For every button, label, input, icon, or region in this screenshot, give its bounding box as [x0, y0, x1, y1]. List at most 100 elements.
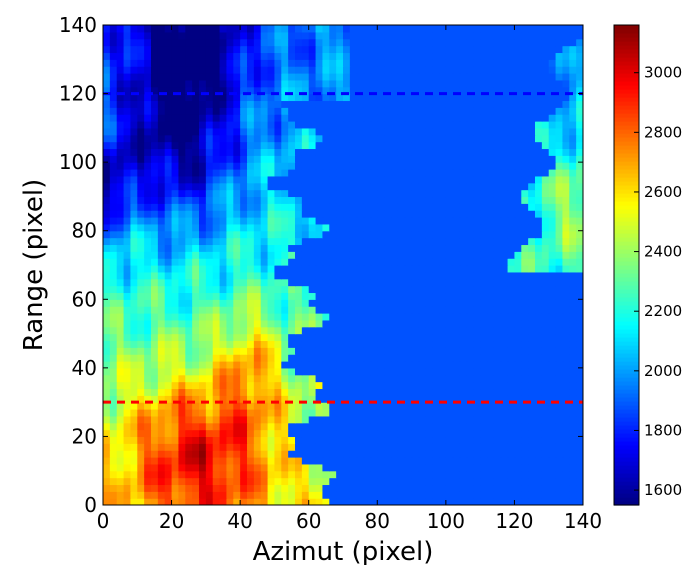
- heatmap-cell: [137, 354, 145, 362]
- heatmap-cell: [480, 237, 488, 246]
- heatmap-cell: [178, 409, 186, 417]
- heatmap-cell: [384, 319, 392, 328]
- heatmap-cell: [473, 326, 481, 335]
- heatmap-cell: [356, 86, 365, 95]
- heatmap-cell: [123, 299, 132, 307]
- heatmap-cell: [418, 402, 426, 410]
- heatmap-cell: [130, 175, 138, 184]
- heatmap-cell: [240, 292, 248, 300]
- heatmap-cell: [185, 107, 193, 115]
- heatmap-cell: [130, 31, 138, 40]
- heatmap-cell: [507, 388, 516, 396]
- heatmap-cell: [343, 196, 351, 204]
- heatmap-cell: [295, 230, 303, 239]
- heatmap-cell: [322, 450, 330, 458]
- heatmap-cell: [548, 31, 557, 40]
- heatmap-cell: [171, 73, 180, 81]
- heatmap-cell: [377, 127, 385, 136]
- heatmap-cell: [171, 306, 180, 314]
- heatmap-cell: [459, 134, 468, 143]
- heatmap-cell: [541, 313, 550, 321]
- heatmap-cell: [199, 395, 207, 403]
- heatmap-cell: [411, 237, 420, 246]
- heatmap-cell: [535, 326, 543, 335]
- heatmap-cell: [493, 169, 502, 177]
- heatmap-cell: [349, 319, 358, 328]
- heatmap-cell: [473, 484, 481, 492]
- heatmap-cell: [356, 422, 365, 431]
- heatmap-cell: [349, 347, 358, 355]
- heatmap-cell: [288, 292, 296, 300]
- heatmap-cell: [281, 31, 289, 40]
- heatmap-cell: [548, 470, 557, 479]
- heatmap-cell: [500, 134, 509, 143]
- heatmap-cell: [377, 66, 385, 74]
- heatmap-cell: [535, 107, 543, 115]
- heatmap-cell: [493, 59, 502, 67]
- heatmap-cell: [500, 470, 509, 479]
- heatmap-cell: [322, 333, 330, 342]
- heatmap-cell: [404, 306, 413, 314]
- heatmap-cell: [329, 258, 337, 266]
- heatmap-cell: [480, 422, 488, 431]
- heatmap-cell: [569, 457, 577, 465]
- heatmap-cell: [480, 429, 488, 438]
- heatmap-cell: [192, 361, 200, 369]
- heatmap-cell: [199, 31, 207, 40]
- heatmap-cell: [349, 155, 358, 163]
- heatmap-cell: [267, 86, 276, 95]
- heatmap-cell: [507, 299, 516, 307]
- heatmap-cell: [466, 45, 474, 54]
- heatmap-cell: [157, 148, 166, 156]
- heatmap-cell: [391, 121, 399, 129]
- heatmap-cell: [123, 409, 132, 417]
- heatmap-cell: [192, 251, 200, 259]
- heatmap-cell: [343, 182, 351, 191]
- heatmap-cell: [473, 402, 481, 410]
- heatmap-cell: [384, 223, 392, 232]
- heatmap-cell: [548, 107, 557, 115]
- heatmap-cell: [487, 100, 495, 108]
- heatmap-cell: [267, 477, 276, 486]
- heatmap-cell: [439, 217, 447, 225]
- heatmap-cell: [130, 484, 138, 492]
- heatmap-cell: [445, 223, 454, 232]
- heatmap-cell: [384, 210, 392, 218]
- heatmap-cell: [253, 422, 262, 431]
- heatmap-cell: [253, 66, 262, 74]
- heatmap-cell: [445, 436, 454, 444]
- heatmap-cell: [315, 361, 324, 369]
- heatmap-cell: [370, 477, 378, 486]
- heatmap-cell: [137, 114, 145, 122]
- heatmap-cell: [144, 292, 152, 300]
- heatmap-cell: [233, 402, 241, 410]
- heatmap-cell: [535, 66, 543, 74]
- heatmap-cell: [418, 395, 426, 403]
- heatmap-cell: [240, 429, 248, 438]
- heatmap-cell: [445, 415, 454, 424]
- heatmap-cell: [322, 100, 330, 108]
- heatmap-cell: [274, 52, 282, 60]
- y-tick-label: 80: [72, 219, 97, 243]
- heatmap-cell: [466, 93, 474, 102]
- heatmap-cell: [541, 223, 550, 232]
- heatmap-cell: [493, 73, 502, 81]
- heatmap-cell: [116, 155, 125, 163]
- heatmap-cell: [116, 251, 125, 259]
- heatmap-cell: [480, 45, 488, 54]
- heatmap-cell: [493, 121, 502, 129]
- heatmap-cell: [480, 86, 488, 95]
- heatmap-cell: [212, 25, 221, 33]
- heatmap-cell: [123, 66, 132, 74]
- heatmap-cell: [521, 271, 529, 280]
- heatmap-cell: [528, 271, 536, 280]
- heatmap-cell: [178, 477, 186, 486]
- heatmap-cell: [418, 169, 426, 177]
- heatmap-cell: [555, 443, 564, 451]
- heatmap-cell: [192, 340, 200, 348]
- heatmap-cell: [459, 374, 468, 383]
- heatmap-cell: [233, 450, 241, 458]
- heatmap-cell: [103, 374, 111, 383]
- heatmap-cell: [219, 86, 228, 95]
- heatmap-cell: [377, 93, 385, 102]
